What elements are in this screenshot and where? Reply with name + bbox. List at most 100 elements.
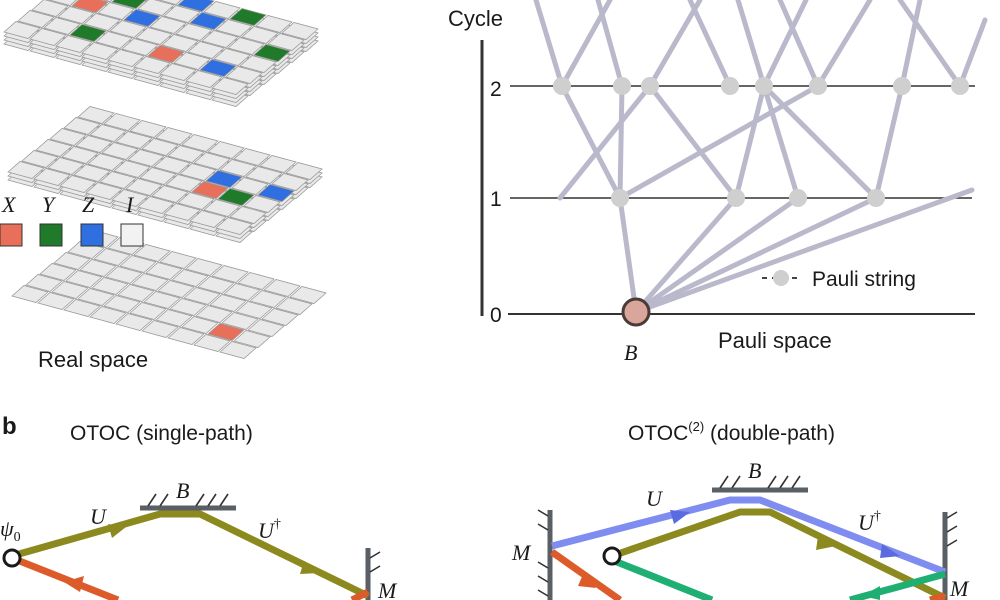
graph-edge <box>687 0 733 89</box>
lattice-tile <box>149 16 187 34</box>
right-olive-arrow <box>816 536 836 550</box>
lattice-tile <box>17 10 55 28</box>
lattice-tile <box>197 276 235 294</box>
lattice-tile <box>243 195 281 213</box>
lattice-tile <box>261 308 299 326</box>
legend-i-swatch <box>120 223 144 247</box>
lattice-tile <box>181 134 219 152</box>
lattice-tile <box>203 199 241 217</box>
lattice-tile <box>163 5 201 23</box>
lattice-tile <box>43 17 81 35</box>
lattice-tile <box>209 294 247 312</box>
lattice-tile <box>25 274 63 292</box>
lattice-tile <box>181 316 219 334</box>
lattice-tile <box>153 156 191 174</box>
lattice-tile <box>237 272 275 290</box>
lattice-tile <box>135 27 173 45</box>
lattice-tile <box>102 0 113 2</box>
lattice-tile <box>47 157 85 175</box>
right-blue-path <box>551 496 947 576</box>
lattice-tile <box>57 6 95 24</box>
lattice-tile <box>233 330 271 348</box>
lattice-tile <box>69 24 107 42</box>
lattice-tile <box>185 70 223 88</box>
right-orange-return <box>929 592 946 600</box>
right-b-label: B <box>748 458 761 483</box>
graph-edge <box>761 0 809 89</box>
right-right-m-hatch <box>946 511 958 547</box>
lattice-tile <box>53 252 91 270</box>
lattice-tile <box>207 141 245 159</box>
graph-edge <box>873 83 905 201</box>
lattice-tile <box>95 31 133 49</box>
lattice-tile <box>35 139 73 157</box>
lattice-tile <box>161 34 199 52</box>
graph-edge <box>617 83 625 201</box>
lattice-tile <box>73 164 111 182</box>
lattice-tile <box>91 277 129 295</box>
graph-edge <box>733 83 767 201</box>
lattice-tile <box>55 35 93 53</box>
legend-x-swatch <box>0 223 23 247</box>
lattice-tile <box>207 323 245 341</box>
left-u-arrow <box>108 524 126 538</box>
lattice-tile <box>163 203 201 221</box>
lattice-tile <box>249 290 287 308</box>
graph-node <box>867 189 885 207</box>
lattice-tile <box>119 255 157 273</box>
graph-edge <box>957 17 988 89</box>
lattice-tile <box>127 149 165 167</box>
single-path-diagram: B M ψ0 U U† <box>0 478 398 600</box>
pauli-legend: X Y Z I <box>0 192 144 247</box>
graph-node <box>809 77 827 95</box>
lattice-tile <box>219 341 257 359</box>
lattice-tile <box>221 312 259 330</box>
graph-edge <box>897 0 963 89</box>
lattice-tile <box>77 106 115 124</box>
lattice-tile <box>157 0 182 5</box>
graph-nodes <box>553 77 969 207</box>
lattice-tile <box>79 259 117 277</box>
lattice-tile <box>103 113 141 131</box>
lattice-tile <box>229 206 267 224</box>
lattice-tile <box>271 173 309 191</box>
left-m-hatch <box>369 551 381 573</box>
lattice-tile <box>247 319 285 337</box>
right-orange-arrow <box>578 572 596 588</box>
lattice-tile <box>213 48 251 66</box>
lattice-tile <box>167 327 205 345</box>
lattice-tile <box>123 9 161 27</box>
lattice-tile <box>113 160 151 178</box>
lattice-tile <box>107 49 145 67</box>
right-right-m-label: M <box>949 576 970 600</box>
lattice-tile <box>37 292 75 310</box>
lattice-tile <box>93 248 131 266</box>
lattice-tile <box>3 21 41 39</box>
cycle-axis-title: Cycle <box>448 6 503 31</box>
lattice-tile <box>71 0 109 13</box>
lattice-tile <box>219 159 257 177</box>
lattice-tile <box>203 1 241 19</box>
lattice-tile <box>211 265 249 283</box>
graph-node <box>721 77 739 95</box>
lattice-tile <box>137 196 175 214</box>
lattice-tile <box>51 281 89 299</box>
lattice-tile <box>33 168 71 186</box>
lattice-tile <box>137 0 175 16</box>
graph-edge <box>617 195 639 315</box>
right-green-arrow <box>862 586 880 600</box>
lattice-tile <box>63 299 101 317</box>
left-u-label: U <box>90 504 108 529</box>
lattice-tile <box>275 297 313 315</box>
right-psi-node <box>602 546 622 566</box>
pauli-graph: Cycle 2 1 0 B Pauli space Pauli string <box>448 0 988 365</box>
bottom-lattice <box>11 230 327 359</box>
lattice-tile <box>189 12 227 30</box>
lattice-tile <box>111 189 149 207</box>
lattice-tile <box>267 33 305 51</box>
lattice-tile <box>193 152 231 170</box>
lattice-tile <box>143 291 181 309</box>
left-b-hatch <box>147 493 229 507</box>
lattice-tile <box>87 153 125 171</box>
middle-lattice-stack <box>7 106 323 243</box>
